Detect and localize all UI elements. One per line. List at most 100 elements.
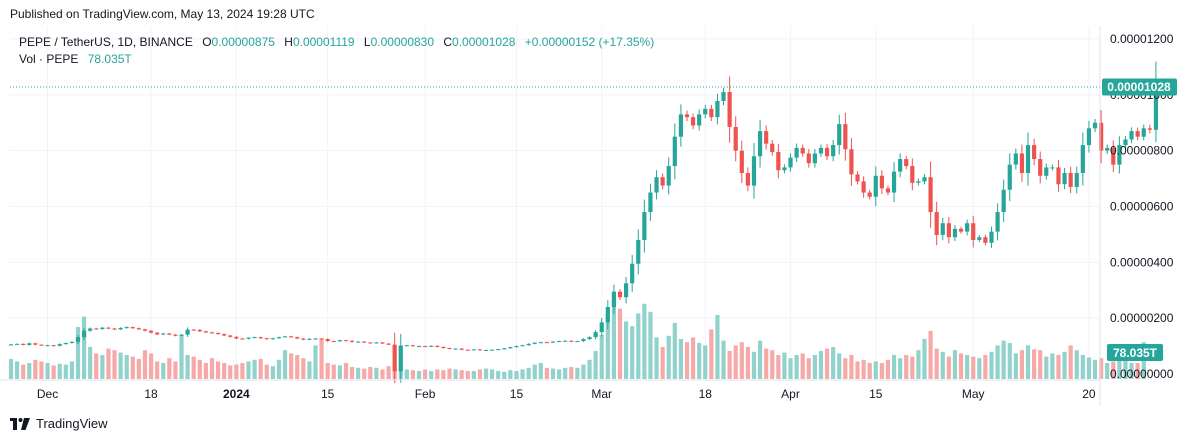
candle-body [697,114,702,126]
volume-bar [885,359,891,379]
candle-body [526,343,531,346]
volume-bar [276,359,282,379]
volume-bar [581,364,586,379]
candle-body [563,340,568,342]
x-tick-label: 20 [1082,387,1096,401]
volume-bar [922,339,927,379]
candle-body [782,167,787,171]
volume-bar [203,363,208,379]
volume-bar [563,367,568,379]
candle-layer [8,61,1159,384]
candle-body [362,341,367,343]
volume-bar [642,303,647,379]
volume-bar [429,371,434,379]
candle-body [307,338,312,340]
last-volume-tag: 78.035T [1107,344,1163,361]
tradingview-logo-icon[interactable] [10,417,30,430]
candle-body [971,223,976,240]
volume-bar [39,361,44,379]
volume-bar [843,358,848,379]
volume-bar [252,359,257,379]
volume-bar [593,351,598,379]
volume-bar [301,358,306,379]
candle-body [374,342,379,344]
volume-bar [818,351,824,379]
y-tick-label: 0.00000400 [1110,255,1174,269]
candle-body [1111,147,1116,165]
volume-bar [118,352,123,379]
volume-bar [33,359,38,379]
candle-body [1032,145,1037,160]
candle-body [599,322,604,333]
candle-body [965,223,970,232]
volume-bar [1056,355,1061,379]
candle-body [605,307,610,323]
volume-bar [423,369,428,379]
last-volume-tag-bg [1107,344,1163,361]
volume-bar [502,371,507,379]
volume-bar [617,308,623,379]
candle-body [453,348,458,350]
candle-body [1105,147,1110,151]
candle-body [179,334,184,336]
candle-body [39,344,44,346]
candle-body [234,336,239,339]
volume-bar [1044,356,1049,379]
candle-body [313,338,318,340]
candle-body [252,337,257,339]
volume-bar [550,368,556,379]
legend-high-label: H [284,35,293,49]
legend-change: +0.00000152 (+17.35%) [525,35,654,49]
volume-bar [788,358,793,379]
legend-close-label: C [443,35,452,49]
candle-body [636,240,641,264]
volume-bar [161,363,166,379]
candle-body [331,341,336,343]
candle-body [459,348,464,350]
candle-body [715,100,720,118]
y-tick-label: 0.00001200 [1110,32,1174,46]
candle-body [569,340,574,342]
candle-body [1123,139,1128,146]
volume-bar [1074,350,1079,379]
candle-body [368,342,373,344]
volume-bar [751,351,757,379]
volume-bar [946,356,951,379]
candle-body [770,143,775,153]
candlestick-chart[interactable]: 0.000012000.000010000.000008000.00000600… [0,26,1200,406]
candle-body [447,348,452,350]
volume-bar [824,348,830,379]
candle-body [532,342,537,344]
volume-bar [757,340,763,379]
volume-bar [831,347,836,379]
volume-bar [1050,353,1055,379]
volume-bar [222,363,227,379]
last-price-tag: 0.00001028 [1102,78,1177,96]
candle-body [167,333,172,335]
volume-bar [179,335,184,379]
candle-body [471,349,476,351]
volume-bar [81,316,87,379]
volume-bar [928,331,933,379]
candle-body [1117,145,1122,165]
volume-bar [307,361,312,379]
volume-bar [8,359,14,379]
candle-body [148,330,154,333]
candle-body [161,333,166,335]
published-caption: Published on TradingView.com, May 13, 20… [10,7,315,21]
footer-brand[interactable]: TradingView [36,416,108,431]
volume-bar [386,366,391,379]
y-tick-label: 0.00000200 [1110,311,1174,325]
volume-bar [532,364,537,379]
volume-bar [630,326,635,379]
last-volume-tag-text: 78.035T [1113,346,1158,360]
legend-row-1: PEPE / TetherUS, 1D, BINANCE O0.00000875… [19,35,654,49]
candle-body [1019,153,1025,173]
x-tick-label: Mar [591,387,612,401]
candle-body [794,147,799,158]
candle-body [757,131,763,157]
candle-body [654,177,659,193]
candle-body [861,181,866,193]
volume-bar [587,359,592,379]
volume-bar [983,355,988,379]
